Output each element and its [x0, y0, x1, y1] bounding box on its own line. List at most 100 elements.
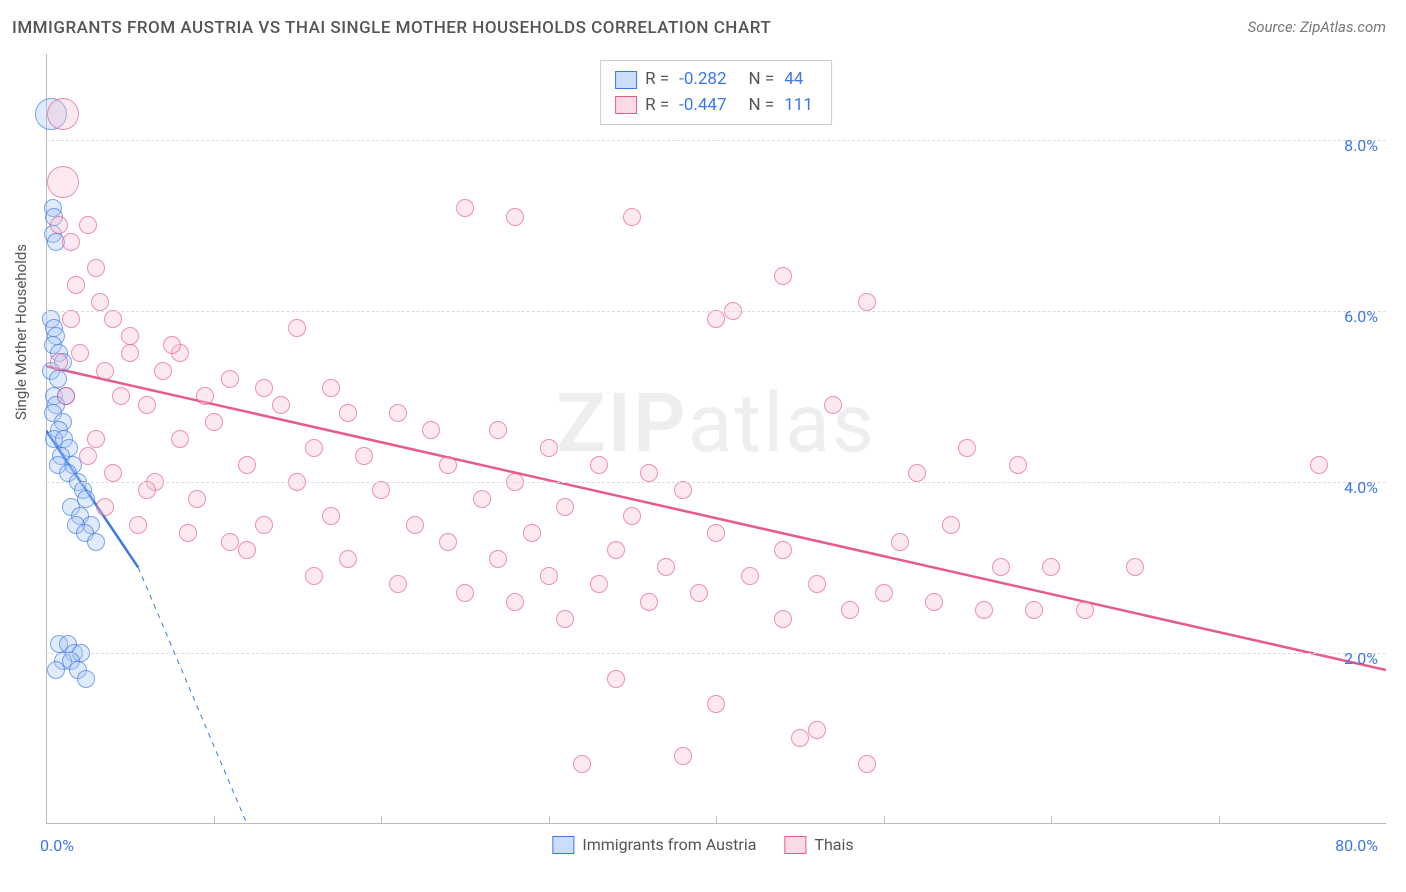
grid-line-h — [46, 140, 1386, 141]
x-tick — [381, 816, 382, 824]
data-point-thai — [1076, 601, 1094, 619]
data-point-austria — [77, 670, 95, 688]
stat-R-value-thai: -0.447 — [679, 93, 726, 119]
data-point-thai — [163, 336, 181, 354]
data-point-thai — [255, 379, 273, 397]
data-point-thai — [439, 533, 457, 551]
data-point-thai — [590, 456, 608, 474]
data-point-thai — [657, 558, 675, 576]
data-point-thai — [406, 516, 424, 534]
data-point-thai — [96, 498, 114, 516]
data-point-thai — [540, 567, 558, 585]
data-point-thai — [607, 670, 625, 688]
legend-swatch-austria — [552, 836, 574, 854]
x-tick — [214, 816, 215, 824]
stats-row-thai: R =-0.447N =111 — [615, 93, 813, 119]
data-point-thai — [322, 379, 340, 397]
data-point-thai — [707, 524, 725, 542]
data-point-thai — [255, 516, 273, 534]
legend-item-thai: Thais — [784, 835, 853, 854]
data-point-thai — [841, 601, 859, 619]
grid-line-h — [46, 482, 1386, 483]
data-point-thai — [221, 533, 239, 551]
data-point-thai — [79, 216, 97, 234]
data-point-thai — [188, 490, 206, 508]
data-point-thai — [473, 490, 491, 508]
chart-root: IMMIGRANTS FROM AUSTRIA VS THAI SINGLE M… — [0, 0, 1406, 892]
swatch-thai — [615, 96, 637, 114]
source-attribution: Source: ZipAtlas.com — [1248, 18, 1386, 36]
stat-R-label: R = — [645, 93, 669, 119]
data-point-thai — [339, 550, 357, 568]
legend-label-austria: Immigrants from Austria — [582, 835, 756, 854]
data-point-thai — [858, 293, 876, 311]
data-point-thai — [506, 593, 524, 611]
data-point-thai — [288, 319, 306, 337]
x-tick — [884, 816, 885, 824]
data-point-thai — [891, 533, 909, 551]
legend: Immigrants from Austria Thais — [552, 835, 853, 854]
data-point-thai — [129, 516, 147, 534]
data-point-austria — [49, 370, 67, 388]
y-tick-label: 4.0% — [1344, 478, 1378, 497]
data-point-thai — [272, 396, 290, 414]
data-point-austria — [87, 533, 105, 551]
data-point-thai — [875, 584, 893, 602]
data-point-thai — [322, 507, 340, 525]
grid-line-h — [46, 311, 1386, 312]
data-point-thai — [808, 575, 826, 593]
data-point-thai — [489, 550, 507, 568]
grid-line-h — [46, 653, 1386, 654]
data-point-thai — [121, 327, 139, 345]
data-point-thai — [87, 259, 105, 277]
data-point-thai — [305, 567, 323, 585]
data-point-thai — [1310, 456, 1328, 474]
data-point-thai — [71, 344, 89, 362]
data-point-thai — [138, 481, 156, 499]
data-point-thai — [540, 439, 558, 457]
legend-label-thai: Thais — [814, 835, 853, 854]
data-point-thai — [556, 610, 574, 628]
data-point-thai — [975, 601, 993, 619]
data-point-thai — [640, 593, 658, 611]
y-tick-label: 8.0% — [1344, 136, 1378, 155]
stat-R-label: R = — [645, 67, 669, 93]
data-point-thai — [456, 584, 474, 602]
y-tick-label: 2.0% — [1344, 649, 1378, 668]
data-point-thai — [47, 166, 79, 198]
legend-item-austria: Immigrants from Austria — [552, 835, 756, 854]
data-point-thai — [389, 404, 407, 422]
stats-box: R =-0.282N =44R =-0.447N =111 — [600, 60, 832, 125]
data-point-thai — [1009, 456, 1027, 474]
x-axis-label: 0.0% — [40, 836, 74, 855]
data-point-thai — [741, 567, 759, 585]
stat-N-label: N = — [749, 93, 775, 119]
data-point-thai — [858, 755, 876, 773]
data-point-thai — [674, 747, 692, 765]
data-point-thai — [339, 404, 357, 422]
y-axis-label: Single Mother Households — [12, 244, 30, 420]
stat-N-label: N = — [749, 67, 775, 93]
stat-R-value-austria: -0.282 — [679, 67, 726, 93]
data-point-thai — [79, 447, 97, 465]
stats-row-austria: R = -0.282 N = 44 — [615, 67, 813, 93]
x-tick — [716, 816, 717, 824]
swatch-austria — [615, 71, 637, 89]
data-point-thai — [506, 208, 524, 226]
data-point-thai — [607, 541, 625, 559]
data-point-thai — [96, 362, 114, 380]
data-point-thai — [154, 362, 172, 380]
data-point-thai — [523, 524, 541, 542]
data-point-thai — [1126, 558, 1144, 576]
data-point-thai — [992, 558, 1010, 576]
plot-area: ZIPatlas R =-0.282N =44R =-0.447N =111 — [46, 54, 1386, 824]
x-tick — [549, 816, 550, 824]
data-point-austria — [47, 661, 65, 679]
chart-title: IMMIGRANTS FROM AUSTRIA VS THAI SINGLE M… — [12, 18, 771, 38]
legend-swatch-thai — [784, 836, 806, 854]
stat-N-value-austria: 44 — [784, 67, 803, 93]
data-point-thai — [623, 208, 641, 226]
x-axis-label: 80.0% — [1335, 836, 1378, 855]
x-tick — [1219, 816, 1220, 824]
data-point-thai — [47, 98, 79, 130]
